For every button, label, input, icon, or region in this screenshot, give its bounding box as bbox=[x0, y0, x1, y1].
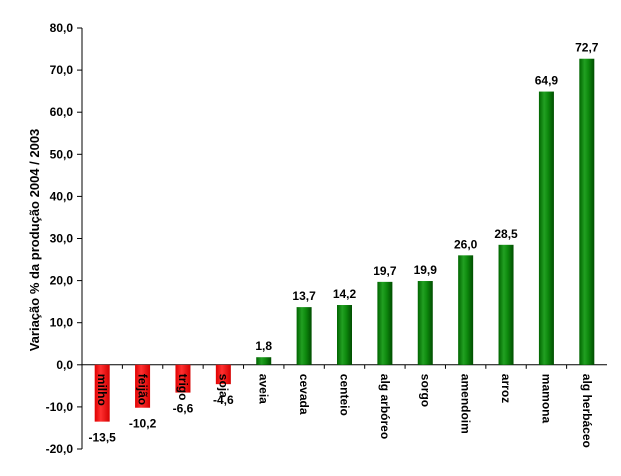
value-label: 13,7 bbox=[292, 289, 316, 303]
bar bbox=[377, 281, 393, 365]
category-label: centeio bbox=[338, 374, 352, 416]
bars bbox=[94, 58, 595, 422]
value-label: -6,6 bbox=[173, 402, 194, 416]
y-tick-label: 50,0 bbox=[50, 147, 74, 161]
category-label: alg herbáceo bbox=[580, 374, 594, 448]
bar bbox=[538, 91, 554, 365]
category-label: feijão bbox=[136, 374, 150, 405]
category-label: mamona bbox=[539, 374, 553, 424]
bar bbox=[256, 357, 272, 365]
category-label: alg arbóreo bbox=[378, 374, 392, 439]
value-label: 19,9 bbox=[414, 263, 438, 277]
y-tick-label: 70,0 bbox=[50, 63, 74, 77]
bar bbox=[458, 255, 474, 365]
y-axis-title: Variação % da produção 2004 / 2003 bbox=[27, 129, 42, 352]
bar bbox=[579, 58, 595, 365]
y-tick-label: 0,0 bbox=[56, 358, 73, 372]
value-label: -4,6 bbox=[213, 393, 234, 407]
bar bbox=[498, 244, 514, 365]
value-label: 1,8 bbox=[255, 339, 272, 353]
y-tick-label: 60,0 bbox=[50, 105, 74, 119]
category-label: amendoim bbox=[459, 374, 473, 434]
value-label: 72,7 bbox=[575, 41, 599, 55]
value-label: 28,5 bbox=[494, 227, 518, 241]
bar bbox=[296, 307, 312, 365]
category-label: soja bbox=[216, 374, 230, 398]
category-label: cevada bbox=[297, 374, 311, 415]
bar bbox=[417, 281, 433, 365]
y-tick-label: 30,0 bbox=[50, 232, 74, 246]
category-label: sorgo bbox=[418, 374, 432, 407]
category-label: aveia bbox=[257, 374, 271, 404]
value-label: 14,2 bbox=[333, 287, 357, 301]
category-label: arroz bbox=[499, 374, 513, 403]
value-label: 19,7 bbox=[373, 264, 397, 278]
y-tick-label: 10,0 bbox=[50, 316, 74, 330]
value-label: 26,0 bbox=[454, 237, 478, 251]
value-label: -13,5 bbox=[89, 431, 117, 445]
bar bbox=[215, 364, 231, 385]
axes: 80,0 70,0 60,0 50,0 40,0 30,0 20,0 10,0 0,0 -10,0… bbox=[46, 21, 607, 456]
value-label: -10,2 bbox=[129, 417, 157, 431]
y-tick-label: -20,0 bbox=[46, 442, 74, 456]
category-label: milho bbox=[95, 374, 109, 406]
bar bbox=[175, 364, 191, 393]
y-tick-label: 80,0 bbox=[50, 21, 74, 35]
bar bbox=[135, 364, 151, 408]
y-tick-label: 40,0 bbox=[50, 189, 74, 203]
bar bbox=[337, 305, 352, 365]
y-tick-label: -10,0 bbox=[46, 400, 74, 414]
value-label: 64,9 bbox=[535, 74, 559, 88]
y-tick-label: 20,0 bbox=[50, 274, 74, 288]
category-label: trigo bbox=[176, 374, 190, 401]
bar bbox=[94, 364, 110, 422]
